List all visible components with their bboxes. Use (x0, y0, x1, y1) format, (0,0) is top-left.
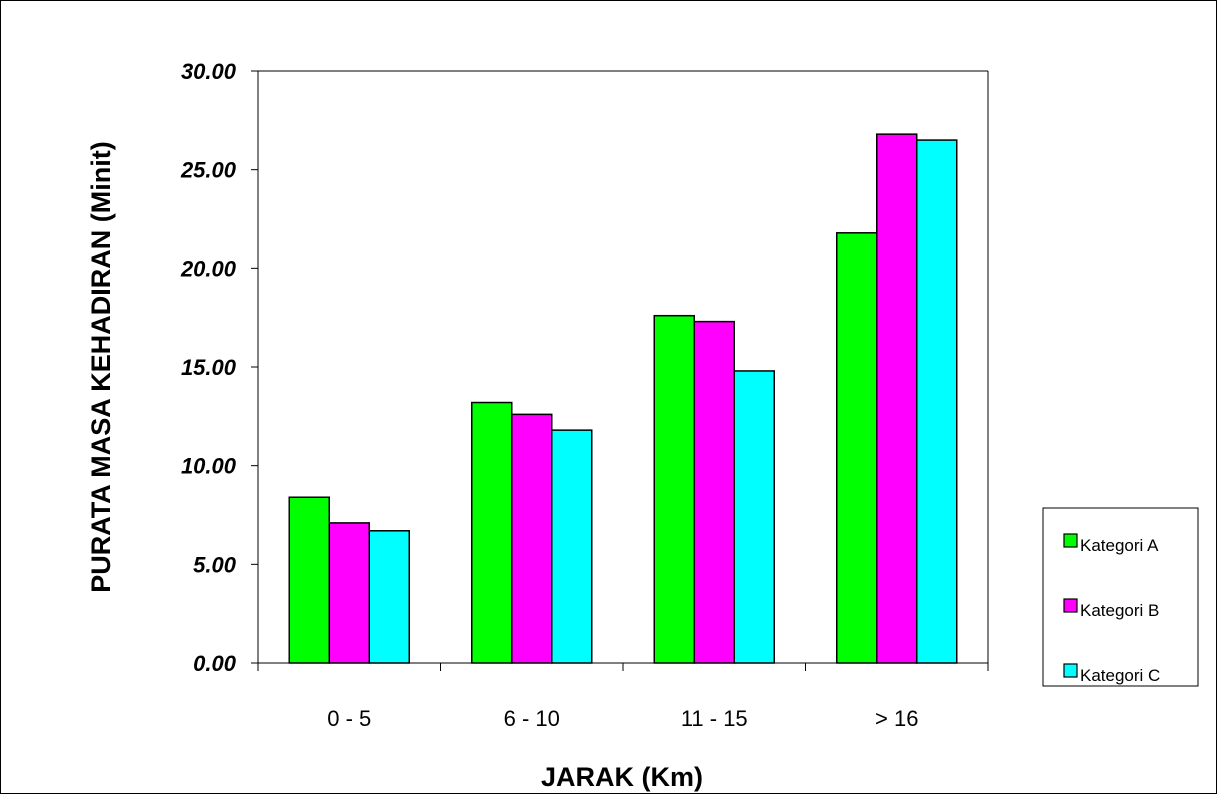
plot-area: 0.00 5.00 10.00 15.00 20.00 25.00 30.00 0 - 5 6 … (180, 59, 989, 731)
bar-kategori-c (916, 139, 958, 664)
legend-label: Kategori B (1080, 601, 1159, 620)
y-axis-title: PURATA MASA KEHADIRAN (Minit) (86, 141, 116, 592)
bar-kategori-b (328, 522, 370, 664)
bar-kategori-b (693, 320, 735, 664)
x-tick-label: 6 - 10 (504, 706, 560, 731)
legend-label: Kategori C (1080, 666, 1160, 685)
y-tick-label: 5.00 (193, 552, 237, 577)
x-axis-title: JARAK (Km) (541, 762, 703, 792)
bar-kategori-c (733, 370, 775, 664)
bar-kategori-a (471, 401, 513, 664)
y-tick-label: 10.00 (181, 454, 237, 479)
legend-swatch (1063, 663, 1078, 678)
y-tick-label: 0.00 (193, 651, 237, 676)
y-tick-label: 15.00 (181, 355, 237, 380)
legend: Kategori A Kategori B Kategori C (1042, 507, 1199, 687)
x-tick-label: > 16 (875, 706, 918, 731)
legend-swatch (1063, 598, 1078, 613)
bar-kategori-a (288, 496, 330, 664)
y-tick-label: 25.00 (180, 158, 237, 183)
legend-swatch (1063, 533, 1078, 548)
legend-label: Kategori A (1080, 536, 1159, 555)
bar-kategori-b (876, 133, 918, 664)
y-tick-label: 30.00 (181, 59, 237, 84)
bar-kategori-a (653, 314, 695, 664)
x-tick-label: 0 - 5 (327, 706, 371, 731)
bar-kategori-b (511, 413, 553, 664)
bar-kategori-c (551, 429, 593, 664)
x-tick-label: 11 - 15 (681, 706, 748, 731)
bar-kategori-a (836, 232, 878, 664)
bar-kategori-c (368, 530, 410, 664)
y-tick-label: 20.00 (180, 256, 237, 281)
